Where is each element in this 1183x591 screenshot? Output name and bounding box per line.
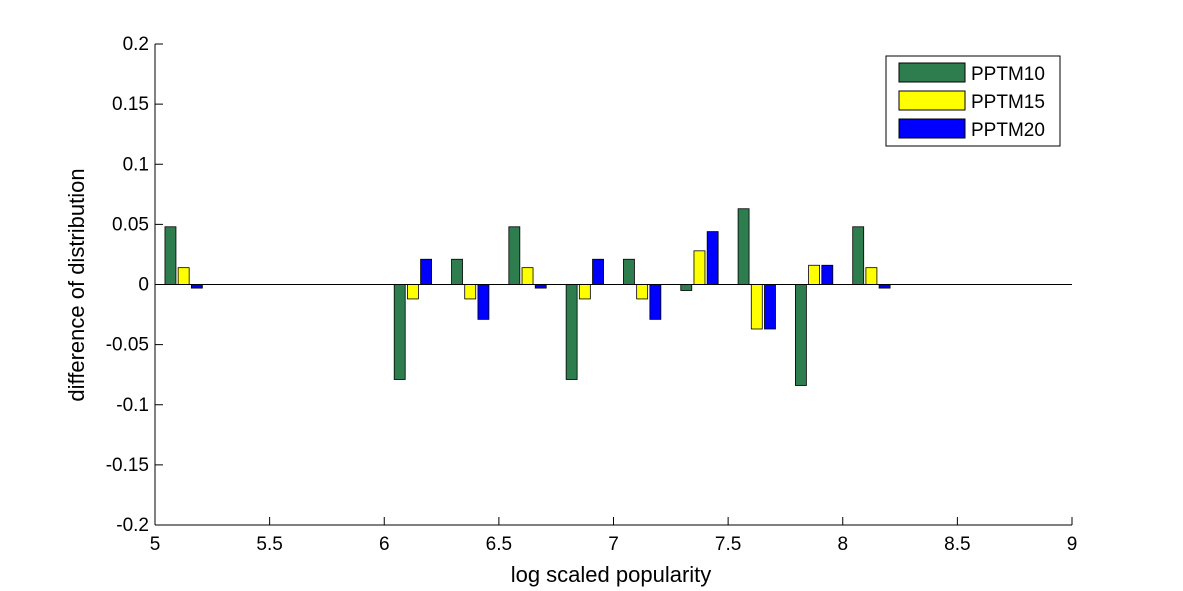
y-tick-label: 0.1 bbox=[123, 154, 149, 175]
x-tick-label: 5.5 bbox=[256, 534, 282, 555]
bar-pptm20-1 bbox=[420, 258, 433, 285]
bar-pptm15-0 bbox=[177, 267, 190, 285]
x-tick-label: 8 bbox=[837, 534, 848, 555]
bar-pptm10-1 bbox=[393, 284, 406, 380]
bar-pptm20-6 bbox=[706, 231, 719, 285]
bar-pptm10-3 bbox=[508, 226, 521, 285]
bar-pptm15-3 bbox=[521, 267, 534, 285]
y-tick-label: -0.05 bbox=[106, 335, 149, 356]
bars-group bbox=[164, 208, 891, 386]
x-tick-label: 6 bbox=[379, 534, 390, 555]
bar-pptm20-7 bbox=[764, 284, 776, 330]
legend-swatch-pptm20 bbox=[898, 118, 966, 139]
bar-pptm10-8 bbox=[794, 284, 807, 386]
bar-pptm20-3 bbox=[534, 284, 547, 289]
x-tick-label: 9 bbox=[1067, 534, 1078, 555]
bar-pptm15-6 bbox=[693, 250, 706, 285]
bar-pptm10-7 bbox=[737, 208, 750, 285]
bar-pptm15-2 bbox=[464, 284, 477, 300]
bar-pptm10-2 bbox=[451, 258, 463, 285]
bar-pptm10-6 bbox=[680, 284, 693, 291]
y-ticks-group: 0.2 0.15 0.1 0.05 0 -0.05 -0.1 -0.15 -0.2 bbox=[106, 34, 163, 536]
x-tick-label: 7.5 bbox=[715, 534, 741, 555]
bar-pptm20-0 bbox=[190, 284, 203, 289]
bar-pptm10-4 bbox=[565, 284, 578, 380]
y-tick-label: 0 bbox=[138, 275, 149, 296]
y-axis-title: difference of distribution bbox=[64, 168, 89, 401]
bar-pptm10-9 bbox=[852, 226, 865, 285]
x-ticks-group: 5 5.5 6 6.5 7 7.5 8 8.5 9 bbox=[150, 517, 1078, 555]
bar-pptm15-5 bbox=[636, 284, 649, 300]
x-tick-label: 7 bbox=[608, 534, 619, 555]
y-tick-label: -0.2 bbox=[116, 515, 149, 536]
x-axis-title: log scaled popularity bbox=[511, 562, 712, 587]
x-tick-label: 6.5 bbox=[486, 534, 512, 555]
legend: PPTM10 PPTM15 PPTM20 bbox=[885, 55, 1061, 147]
bar-pptm15-1 bbox=[407, 284, 419, 300]
bar-pptm20-2 bbox=[477, 284, 490, 320]
bar-pptm20-4 bbox=[592, 258, 604, 285]
y-tick-label: 0.15 bbox=[112, 94, 149, 115]
bar-pptm10-5 bbox=[623, 258, 635, 285]
bar-pptm15-8 bbox=[808, 264, 820, 285]
y-tick-label: 0.2 bbox=[123, 34, 149, 55]
bar-pptm15-9 bbox=[865, 267, 878, 285]
bar-pptm15-4 bbox=[578, 284, 591, 300]
bar-pptm15-7 bbox=[750, 284, 763, 330]
y-tick-label: -0.15 bbox=[106, 455, 149, 476]
x-tick-label: 5 bbox=[150, 534, 161, 555]
legend-swatch-pptm10 bbox=[898, 62, 966, 83]
legend-swatch-pptm15 bbox=[898, 90, 966, 111]
y-tick-label: -0.1 bbox=[116, 395, 149, 416]
x-tick-label: 8.5 bbox=[944, 534, 970, 555]
bar-pptm20-8 bbox=[821, 264, 834, 285]
legend-label-pptm10: PPTM10 bbox=[971, 64, 1045, 85]
legend-label-pptm20: PPTM20 bbox=[971, 120, 1045, 141]
bar-pptm20-5 bbox=[649, 284, 662, 320]
y-tick-label: 0.05 bbox=[112, 214, 149, 235]
legend-label-pptm15: PPTM15 bbox=[971, 92, 1045, 113]
bar-pptm10-0 bbox=[164, 226, 177, 285]
bar-pptm20-9 bbox=[878, 284, 891, 289]
